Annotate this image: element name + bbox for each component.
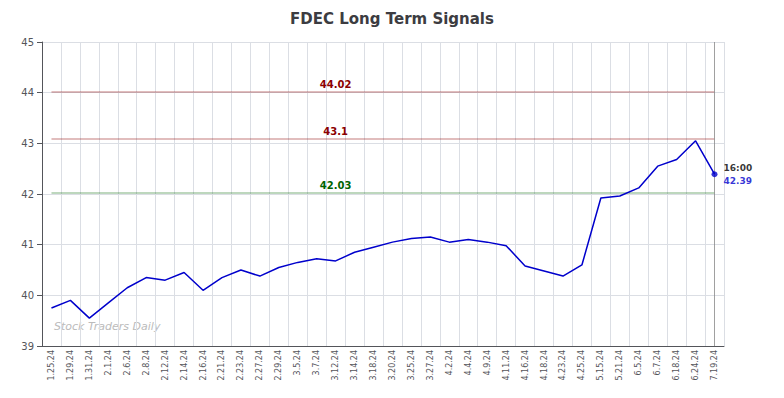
svg-text:2.8.24: 2.8.24 [142,350,151,375]
svg-text:42.03: 42.03 [320,180,352,191]
svg-text:2.21.24: 2.21.24 [217,350,226,381]
svg-text:4.16.24: 4.16.24 [521,350,530,381]
svg-text:FDEC Long Term Signals: FDEC Long Term Signals [290,10,494,28]
svg-text:6.24.24: 6.24.24 [691,350,700,381]
svg-text:41: 41 [21,239,34,250]
svg-text:6.7.24: 6.7.24 [653,350,662,375]
svg-text:39: 39 [21,341,34,352]
svg-text:1.29.24: 1.29.24 [66,350,75,381]
svg-text:4.2.24: 4.2.24 [445,350,454,375]
svg-text:4.23.24: 4.23.24 [558,350,567,381]
svg-text:4.4.24: 4.4.24 [464,350,473,375]
svg-text:45: 45 [21,37,34,48]
svg-text:5.15.24: 5.15.24 [596,350,605,381]
svg-text:3.18.24: 3.18.24 [369,350,378,381]
svg-text:2.14.24: 2.14.24 [180,350,189,381]
svg-text:3.20.24: 3.20.24 [388,350,397,381]
svg-text:42.39: 42.39 [724,176,752,186]
svg-text:3.5.24: 3.5.24 [293,350,302,375]
svg-text:43: 43 [21,138,34,149]
svg-text:4.25.24: 4.25.24 [577,350,586,381]
svg-text:16:00: 16:00 [724,163,753,173]
svg-text:4.9.24: 4.9.24 [483,350,492,375]
svg-text:2.6.24: 2.6.24 [123,350,132,375]
svg-text:2.23.24: 2.23.24 [236,350,245,381]
svg-text:2.1.24: 2.1.24 [104,350,113,375]
svg-text:4.18.24: 4.18.24 [540,350,549,381]
svg-text:42: 42 [21,189,34,200]
svg-text:4.11.24: 4.11.24 [502,350,511,381]
svg-text:1.31.24: 1.31.24 [85,350,94,381]
svg-text:3.14.24: 3.14.24 [350,350,359,381]
svg-text:40: 40 [21,290,34,301]
svg-text:3.25.24: 3.25.24 [407,350,416,381]
svg-text:2.16.24: 2.16.24 [199,350,208,381]
svg-text:3.7.24: 3.7.24 [312,350,321,375]
svg-text:2.12.24: 2.12.24 [161,350,170,381]
svg-text:3.27.24: 3.27.24 [426,350,435,381]
svg-text:1.25.24: 1.25.24 [47,350,56,381]
svg-text:44.02: 44.02 [320,79,352,90]
svg-text:6.18.24: 6.18.24 [672,350,681,381]
svg-text:43.1: 43.1 [323,126,348,137]
svg-text:2.29.24: 2.29.24 [274,350,283,381]
svg-text:2.27.24: 2.27.24 [255,350,264,381]
svg-text:3.12.24: 3.12.24 [331,350,340,381]
svg-text:44: 44 [21,87,34,98]
svg-text:7.19.24: 7.19.24 [710,350,719,381]
svg-text:Stock Traders Daily: Stock Traders Daily [54,320,161,333]
svg-text:6.5.24: 6.5.24 [634,350,643,375]
svg-text:5.21.24: 5.21.24 [615,350,624,381]
